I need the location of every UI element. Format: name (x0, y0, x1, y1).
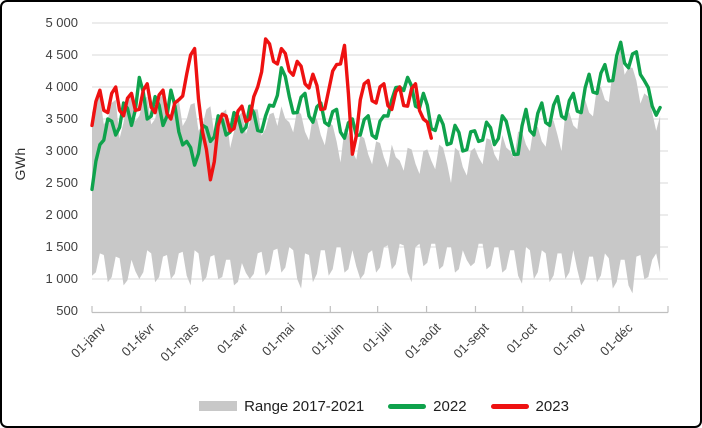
range-band-swatch-icon (199, 401, 238, 411)
x-axis (91, 306, 669, 314)
legend-label-2023: 2023 (535, 397, 569, 415)
legend-label-range: Range 2017-2021 (244, 397, 365, 415)
legend-item-2023: 2023 (490, 397, 569, 415)
y-tick-label: 500 (56, 303, 78, 318)
y-tick-label: 2 000 (45, 207, 78, 222)
y-tick-label: 3 500 (45, 111, 78, 126)
series-2023-line-swatch-icon (490, 403, 529, 409)
y-tick-label: 4 000 (45, 79, 78, 94)
legend-item-range: Range 2017-2021 (199, 398, 364, 415)
y-tick-label: 1 500 (45, 239, 78, 254)
series-2023-line (90, 37, 433, 182)
series-2022-line (90, 40, 662, 192)
y-axis-title: GWh (12, 147, 28, 181)
legend-label-2022: 2022 (433, 397, 467, 415)
y-tick-label: 4 500 (45, 47, 78, 62)
y-tick-label: 2 500 (45, 175, 78, 190)
legend: Range 2017-2021 2022 2023 (2, 394, 700, 418)
y-tick-label: 5 000 (45, 15, 78, 30)
series-2022-line-swatch-icon (388, 403, 427, 409)
y-tick-label: 3 000 (45, 143, 78, 158)
range-band-area (92, 48, 661, 294)
y-tick-label: 1 000 (45, 271, 78, 286)
legend-item-2022: 2022 (388, 397, 467, 415)
